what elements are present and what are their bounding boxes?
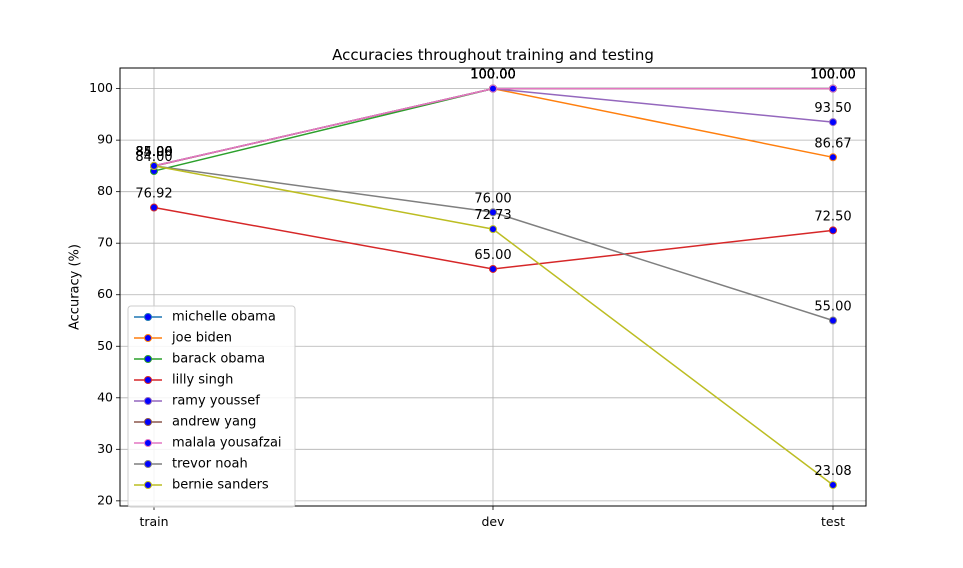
y-tick-label: 70 [97, 235, 113, 250]
legend-marker [144, 334, 152, 342]
data-label: 86.67 [814, 136, 851, 151]
data-label: 85.00 [135, 145, 172, 160]
data-label: 84.96 [135, 145, 172, 160]
legend-entry: joe biden [171, 331, 232, 346]
x-tick-label: test [821, 514, 845, 529]
data-label: 23.08 [814, 464, 851, 479]
legend-entry: ramy youssef [172, 394, 260, 409]
legend-entry: lilly singh [172, 373, 233, 388]
data-label: 100.00 [470, 68, 516, 83]
data-point [829, 480, 837, 489]
chart-title: Accuracies throughout training and testi… [332, 46, 654, 64]
legend-entry: trevor noah [172, 457, 248, 472]
data-label: 100.00 [810, 68, 856, 83]
y-tick-label: 90 [97, 132, 113, 147]
y-tick-label: 40 [97, 389, 113, 404]
legend-marker [144, 439, 152, 447]
data-label: 72.50 [814, 209, 851, 224]
y-tick-label: 20 [97, 492, 113, 507]
legend-marker [144, 481, 152, 489]
legend-entry: andrew yang [172, 415, 256, 430]
legend-entry: michelle obama [172, 310, 276, 325]
axis-ticks: 20 30 40 50 60 70 80 90 100 train dev test [89, 80, 845, 529]
legend-box [127, 305, 296, 508]
series-markers [150, 84, 837, 489]
x-tick-label: dev [481, 514, 505, 529]
data-label: 100.00 [470, 68, 516, 83]
data-label: 76.00 [474, 191, 511, 206]
y-tick-label: 50 [97, 338, 113, 353]
data-label: 55.00 [814, 299, 851, 314]
data-label: 85.00 [135, 145, 172, 160]
data-label: 93.50 [814, 101, 851, 116]
data-point [150, 161, 158, 170]
data-point [489, 264, 497, 273]
y-tick-label: 80 [97, 183, 113, 198]
data-label: 100.00 [470, 68, 516, 83]
data-point [829, 118, 837, 127]
data-point [829, 226, 837, 235]
legend: michelle obama joe biden barack obama lilly… [127, 305, 296, 508]
legend-marker [144, 376, 152, 384]
legend-marker [144, 418, 152, 426]
data-point [489, 84, 497, 93]
data-label: 85.00 [135, 145, 172, 160]
data-label: 100.00 [810, 68, 856, 83]
x-tick-label: train [139, 514, 168, 529]
data-label: 84.00 [135, 150, 172, 165]
data-label: 85.00 [135, 145, 172, 160]
data-point [829, 84, 837, 93]
y-tick-label: 100 [89, 80, 113, 95]
data-label: 65.00 [474, 248, 511, 263]
legend-marker [144, 460, 152, 468]
data-label: 76.92 [135, 187, 172, 202]
legend-entry: bernie sanders [172, 478, 269, 493]
data-label: 100.00 [470, 68, 516, 83]
data-label: 100.00 [810, 68, 856, 83]
data-label: 72.73 [474, 208, 511, 223]
legend-marker [144, 313, 152, 321]
y-tick-label: 60 [97, 286, 113, 301]
data-label: 100.00 [470, 68, 516, 83]
data-point [150, 203, 158, 212]
legend-marker [144, 397, 152, 405]
data-point [829, 153, 837, 162]
legend-entry: barack obama [172, 352, 265, 367]
y-tick-label: 30 [97, 441, 113, 456]
y-axis-label: Accuracy (%) [68, 244, 83, 330]
data-label: 100.00 [470, 68, 516, 83]
data-point [829, 316, 837, 325]
data-point [489, 225, 497, 234]
data-point [489, 208, 497, 217]
legend-marker [144, 355, 152, 363]
data-label: 100.00 [810, 68, 856, 83]
data-label: 85.00 [135, 145, 172, 160]
legend-entry: malala yousafzai [172, 436, 282, 451]
data-label: 85.00 [135, 145, 172, 160]
